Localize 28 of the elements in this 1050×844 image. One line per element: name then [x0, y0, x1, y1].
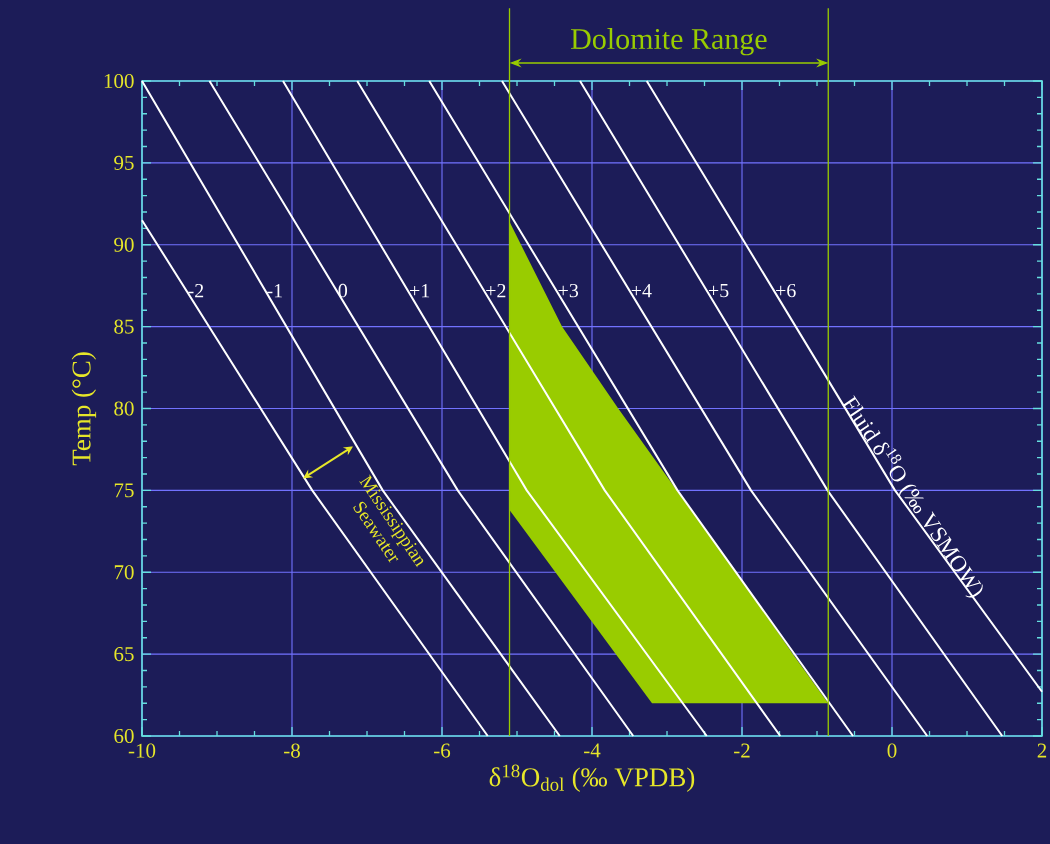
x-tick-label: 0	[887, 743, 897, 758]
series-label: +6	[776, 283, 796, 298]
series-label: -2	[188, 283, 204, 298]
series-label: +3	[558, 283, 579, 298]
x-axis-title: δ$^{18}$O$_{dol}$ (‰ VPDB)	[489, 764, 695, 792]
x-tick-label: -8	[284, 743, 300, 758]
x-tick-label: -4	[584, 743, 601, 758]
y-tick-label: 60	[114, 728, 134, 744]
text: Dolomite Range	[571, 28, 767, 56]
y-tick-label: 70	[114, 565, 134, 580]
y-axis-title: Temp (°C)	[71, 352, 97, 466]
series-label: 0	[338, 283, 348, 298]
x-tick-label: -2	[734, 743, 750, 758]
series-label: +1	[410, 283, 430, 298]
y-tick-label: 85	[114, 319, 134, 334]
series-label: +4	[631, 284, 652, 298]
y-tick-label: 65	[114, 647, 134, 662]
x-tick-label: -6	[434, 743, 451, 758]
y-tick-label: 95	[114, 155, 134, 170]
series-label: -1	[267, 283, 282, 298]
y-tick-label: 80	[114, 401, 134, 416]
x-tick-label: 2	[1037, 743, 1047, 758]
x-tick-label: -10	[128, 743, 156, 758]
y-tick-label: 100	[104, 73, 134, 89]
series-label: +5	[708, 283, 729, 298]
series-label: +2	[486, 283, 506, 298]
y-tick-label: 75	[114, 483, 134, 498]
y-tick-label: 90	[114, 237, 134, 252]
